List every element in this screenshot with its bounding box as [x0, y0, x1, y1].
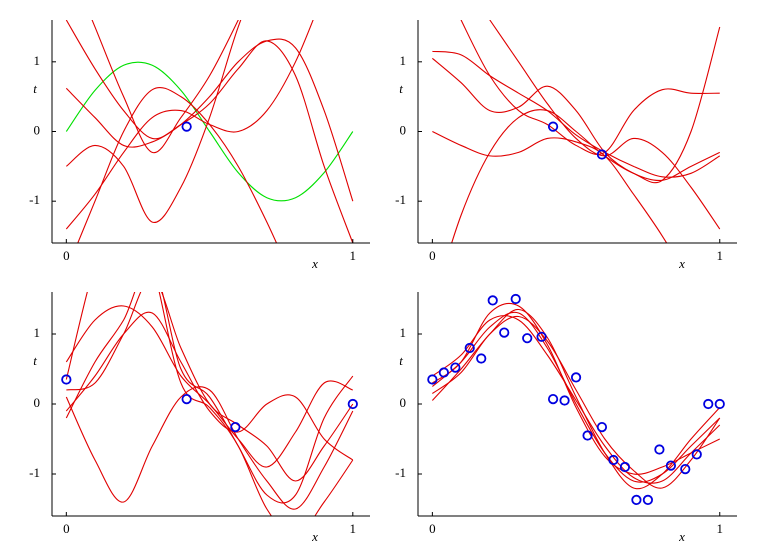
y-tick-label: 1	[400, 53, 407, 68]
data-point	[582, 430, 593, 441]
data-point	[450, 362, 461, 373]
curve	[65, 311, 354, 461]
curve	[65, 61, 354, 202]
data-point	[61, 374, 72, 385]
curve	[91, 20, 239, 153]
curve	[432, 302, 720, 475]
plot-area	[432, 20, 721, 243]
data-point	[691, 449, 702, 460]
data-point	[559, 395, 570, 406]
y-tick-label: -1	[395, 465, 406, 480]
data-point	[510, 293, 521, 305]
curve	[77, 86, 278, 243]
plot-area	[65, 292, 354, 516]
data-point	[631, 494, 642, 505]
y-tick-label: 0	[34, 395, 41, 410]
curve	[65, 386, 354, 510]
plot-area	[65, 20, 354, 243]
curve	[489, 20, 721, 230]
curve	[65, 38, 354, 202]
y-axis-label: t	[399, 353, 403, 368]
x-axis-label: x	[678, 256, 685, 271]
y-axis-label: t	[33, 81, 37, 96]
data-point	[547, 121, 559, 132]
x-axis-label: x	[311, 256, 318, 271]
x-tick-label: 0	[429, 248, 436, 263]
data-point	[642, 494, 654, 505]
subplot: -1 0 1 0 1 x t	[29, 292, 370, 544]
data-point	[547, 393, 559, 405]
curve	[432, 131, 668, 243]
data-point	[181, 393, 192, 405]
y-tick-label: 0	[400, 122, 407, 137]
data-point	[596, 421, 608, 433]
data-point	[665, 460, 677, 471]
x-axis-label: x	[678, 529, 685, 544]
curve	[65, 305, 354, 468]
curve	[66, 292, 354, 482]
data-point	[596, 149, 608, 160]
data-point	[680, 463, 691, 475]
data-point	[608, 454, 619, 466]
plot-area	[431, 302, 721, 490]
data-point	[181, 121, 192, 132]
curve	[432, 311, 721, 483]
y-tick-label: 1	[34, 325, 41, 340]
x-tick-label: 1	[717, 248, 724, 263]
x-tick-label: 0	[63, 248, 70, 263]
x-tick-label: 1	[350, 521, 357, 536]
data-point	[570, 372, 582, 383]
y-tick-label: 0	[34, 122, 41, 137]
y-tick-label: -1	[29, 192, 40, 207]
y-axis-label: t	[33, 353, 37, 368]
data-point	[522, 333, 533, 344]
y-tick-label: -1	[395, 192, 406, 207]
curve	[65, 20, 242, 223]
x-tick-label: 0	[429, 521, 436, 536]
data-point	[230, 421, 241, 433]
data-point	[654, 444, 665, 455]
y-tick-label: 1	[34, 53, 41, 68]
data-point	[703, 398, 714, 410]
subplot: -1 0 1 0 1 x t	[395, 292, 737, 544]
data-point	[476, 353, 487, 364]
data-point	[487, 295, 498, 306]
curve	[451, 26, 721, 243]
data-point	[619, 461, 631, 473]
data-point	[714, 398, 725, 410]
y-tick-label: 1	[400, 325, 407, 340]
curve	[432, 315, 721, 484]
data-point	[438, 367, 449, 378]
data-point	[536, 331, 547, 342]
y-tick-label: -1	[29, 465, 40, 480]
data-point	[427, 374, 438, 385]
curve	[65, 20, 314, 230]
y-tick-label: 0	[400, 395, 407, 410]
curve	[432, 315, 721, 489]
data-point	[347, 398, 358, 410]
data-point	[499, 327, 510, 338]
curve	[65, 292, 354, 504]
curve	[432, 57, 720, 182]
x-tick-label: 1	[350, 248, 357, 263]
y-axis-label: t	[399, 81, 403, 96]
x-tick-label: 1	[717, 521, 724, 536]
subplot: -1 0 1 0 1 x t	[395, 20, 737, 271]
curve	[460, 20, 720, 155]
curve	[65, 20, 354, 243]
curve	[432, 50, 721, 178]
subplot: -1 0 1 0 1 x t	[29, 20, 370, 271]
x-axis-label: x	[311, 529, 318, 544]
x-tick-label: 0	[63, 521, 70, 536]
curve	[65, 292, 354, 516]
data-point	[464, 342, 475, 354]
